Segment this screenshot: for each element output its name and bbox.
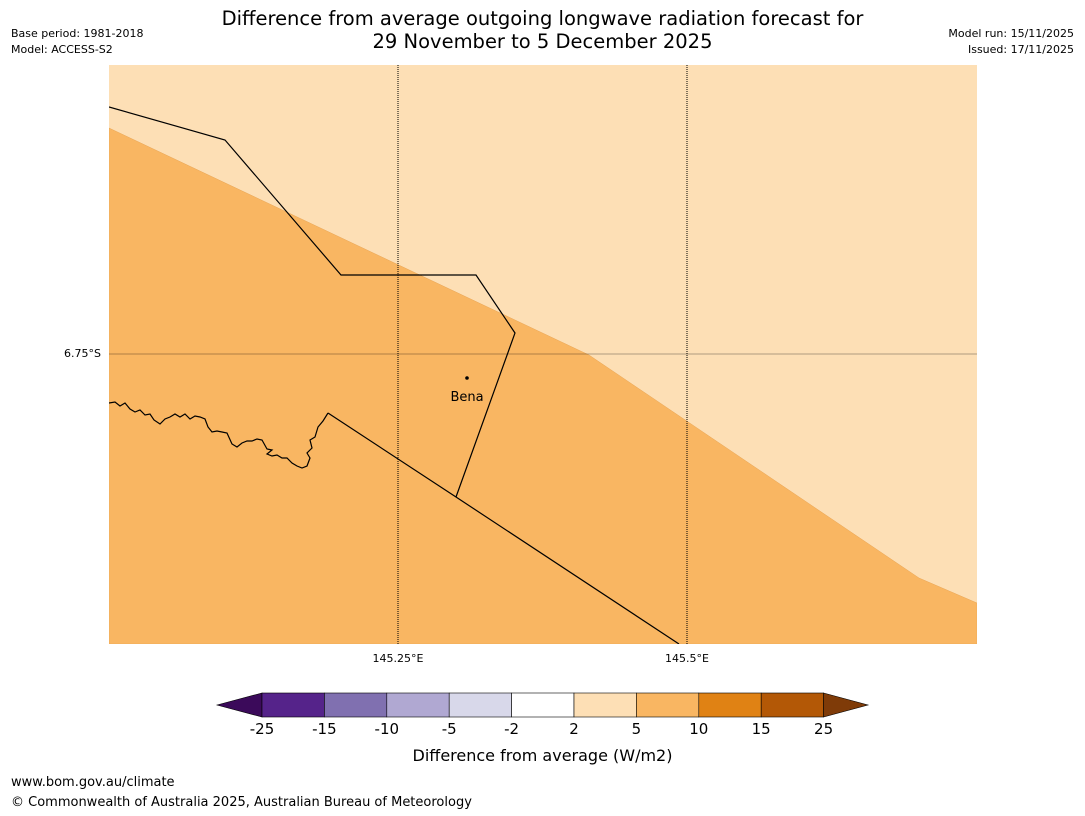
issued-text: Issued: 17/11/2025 (967, 43, 1074, 56)
colorbar-bin-8 (698, 692, 762, 718)
footer-url: www.bom.gov.au/climate (11, 775, 175, 790)
map-title: Difference from average outgoing longwav… (0, 7, 1085, 53)
title-line-2: 29 November to 5 December 2025 (372, 30, 713, 53)
lat-tick-label: 6.75°S (64, 347, 101, 360)
base-period-text: Base period: 1981-2018 (11, 27, 144, 40)
colorbar-tick-6: 2 (569, 720, 579, 738)
town-label: Bena (450, 390, 483, 405)
colorbar-label: Difference from average (W/m2) (412, 746, 673, 765)
colorbar-tick-10: 25 (814, 720, 834, 738)
colorbar-tick-9: 15 (751, 720, 771, 738)
colorbar-under-arrow (215, 692, 263, 718)
model-run-text: Model run: 15/11/2025 (948, 27, 1074, 40)
colorbar-tick-5: -2 (504, 720, 520, 738)
colorbar-tick-8: 10 (689, 720, 709, 738)
river-line (109, 401, 329, 469)
colorbar-bin-6 (573, 692, 637, 718)
colorbar-tick-3: -10 (374, 720, 400, 738)
colorbar-bin-2 (324, 692, 388, 718)
colorbar-tick-1: -25 (249, 720, 275, 738)
footer-copyright: © Commonwealth of Australia 2025, Austra… (11, 795, 472, 810)
forecast-map: Bena (109, 65, 977, 644)
colorbar-bin-3 (386, 692, 450, 718)
colorbar (215, 692, 870, 718)
colorbar-tick-2: -15 (312, 720, 337, 738)
town-marker (465, 376, 469, 380)
model-text: Model: ACCESS-S2 (11, 43, 113, 56)
colorbar-bin-9 (760, 692, 824, 718)
colorbar-bin-4 (448, 692, 512, 718)
title-line-1: Difference from average outgoing longwav… (221, 7, 864, 30)
colorbar-bin-5 (511, 692, 575, 718)
province-boundary-north (109, 106, 516, 498)
colorbar-tick-7: 5 (631, 720, 642, 738)
lon-tick-label-1: 145.25°E (372, 652, 424, 665)
colorbar-tick-4: -5 (441, 720, 457, 738)
colorbar-bin-7 (636, 692, 700, 718)
province-boundary-south (327, 412, 680, 644)
colorbar-over-arrow (823, 692, 870, 718)
lon-tick-label-2: 145.5°E (665, 652, 709, 665)
colorbar-bin-1 (261, 692, 325, 718)
